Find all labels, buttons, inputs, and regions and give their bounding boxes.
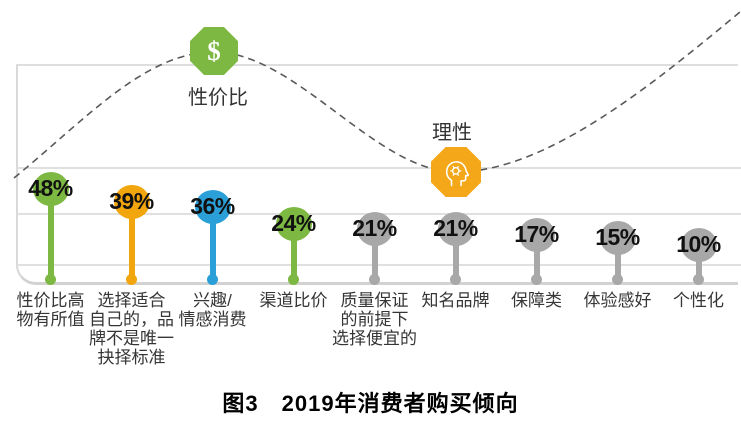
value-label: 21%: [352, 214, 397, 241]
rational-label: 理性: [432, 122, 472, 144]
lollipop-stem: [209, 206, 216, 279]
lollipop-bulb: [113, 185, 150, 220]
lollipop-bulb: [275, 207, 312, 242]
lollipop-base-dot: [612, 274, 623, 285]
lollipop-bulb: [356, 211, 393, 246]
value-label: 48%: [28, 175, 73, 201]
value-label: 17%: [514, 220, 559, 247]
lollipop-bulb: [680, 228, 717, 262]
value-label: 36%: [190, 192, 235, 219]
lollipop-stem: [128, 202, 135, 279]
lollipop-stem: [533, 234, 540, 279]
lollipop-bulb: [32, 172, 69, 206]
lollipop-bulb: [194, 189, 231, 224]
lollipop-base-dot: [693, 274, 704, 285]
value-label: 24%: [271, 210, 316, 237]
category-label: 保障类: [511, 291, 562, 310]
value-for-money-label: 性价比: [188, 87, 248, 109]
category-label: 个性化: [673, 291, 724, 310]
lollipop-item: 17% 保障类: [496, 0, 577, 423]
value-for-money-badge: $: [190, 27, 238, 75]
rational-badge: [431, 147, 481, 197]
lollipop-bulb: [518, 217, 555, 252]
lollipop-item: 21% 知名品牌: [415, 0, 496, 423]
lollipop-item: 10% 个性化: [658, 0, 739, 423]
category-label: 性价比高 物有所值: [16, 291, 85, 329]
lollipop-item: 15% 体验感好: [577, 0, 658, 423]
lollipop-item: 48% 性价比高 物有所值: [10, 0, 91, 423]
category-label: 渠道比价: [259, 291, 328, 310]
lollipop-base-dot: [450, 274, 461, 285]
lollipop-bulb: [599, 220, 636, 255]
thinking-head-icon: [445, 161, 470, 187]
lollipop-stem: [47, 189, 54, 279]
lollipop-item: 21% 质量保证 的前提下 选择便宜的: [332, 0, 417, 423]
lollipop-base-dot: [531, 274, 542, 285]
lollipop-stem: [695, 245, 702, 279]
lollipop-stem: [614, 237, 621, 279]
category-label: 选择适合 自己的，品 牌不是唯一 抉择标准: [89, 291, 174, 367]
lollipop-base-dot: [369, 274, 380, 285]
lollipop-stem: [371, 228, 378, 279]
dollar-icon: $: [207, 35, 221, 66]
category-label: 体验感好: [583, 291, 652, 310]
category-label: 兴趣/ 情感消费: [178, 291, 247, 329]
lollipop-base-dot: [126, 274, 137, 285]
lollipop-base-dot: [207, 274, 218, 285]
lollipop-base-dot: [288, 274, 299, 285]
lollipop-stem: [452, 228, 459, 279]
lollipop-stem: [290, 224, 297, 279]
lollipop-base-dot: [45, 274, 56, 285]
lollipop-bulb: [437, 211, 474, 246]
value-label: 21%: [433, 214, 478, 241]
value-label: 39%: [109, 188, 154, 215]
category-label: 知名品牌: [421, 291, 490, 310]
lollipop-item: 24% 渠道比价: [253, 0, 334, 423]
figure-caption: 图3 2019年消费者购买倾向: [222, 391, 519, 416]
lollipop-item: 39% 选择适合 自己的，品 牌不是唯一 抉择标准: [89, 0, 174, 423]
value-label: 15%: [595, 223, 640, 250]
lollipop-item: 36% 兴趣/ 情感消费: [172, 0, 253, 423]
category-label: 质量保证 的前提下 选择便宜的: [332, 291, 417, 348]
gridline: [17, 264, 741, 266]
value-label: 10%: [676, 231, 721, 257]
